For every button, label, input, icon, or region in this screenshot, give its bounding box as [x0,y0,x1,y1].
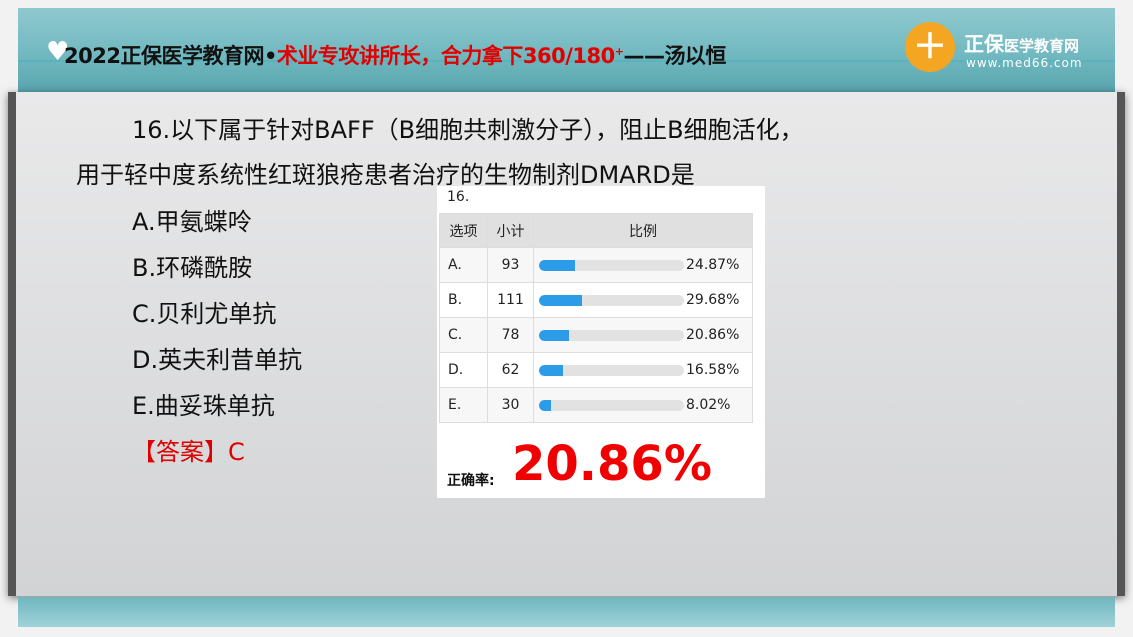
question-line-2: 用于轻中度系统性红斑狼疮患者治疗的生物制剂DMARD是 [76,161,695,189]
ratio-bar [539,329,684,341]
brand-main: 正保 [964,32,1004,56]
title-highlight: 术业专攻讲所长，合力拿下360/180 [276,44,615,68]
ratio-bar [539,364,684,376]
row-percent: 8.02% [686,397,731,413]
ratio-bar-fill [539,259,576,271]
row-ratio: 24.87% [533,247,753,283]
ratio-bar-fill [539,364,564,376]
ratio-bar [539,259,684,271]
ratio-bar [539,399,684,411]
stats-table: 选项 小计 比例 A. 93 24.87% B. 111 29.68% C. 78 20.86% D.… [439,213,753,423]
question-line-1: 16.以下属于针对BAFF（B细胞共刺激分子），阻止B细胞活化， [132,116,804,144]
row-count: 30 [487,387,534,423]
table-row: D. 62 16.58% [439,352,753,388]
header-count: 小计 [487,213,534,248]
header-option: 选项 [439,213,488,248]
brand-name: 正保医学教育网 [964,28,1079,57]
title-sup: + [614,45,624,58]
row-option: C. [439,317,488,353]
stats-question-number: 16. [447,189,470,205]
option-d: D.英夫利昔单抗 [132,346,303,374]
row-ratio: 29.68% [533,282,753,318]
option-a: A.甲氨蝶呤 [132,208,252,236]
stats-card: 16. 选项 小计 比例 A. 93 24.87% B. 111 29.68% C. 78 20.8… [437,186,765,498]
row-option: E. [439,387,488,423]
row-option: B. [439,282,488,318]
option-e: E.曲妥珠单抗 [132,392,275,420]
ratio-bar [539,294,684,306]
row-count: 93 [487,247,534,283]
row-count: 62 [487,352,534,388]
banner-title: 2022正保医学教育网•术业专攻讲所长，合力拿下360/180+——汤以恒 [64,40,726,70]
rate-label: 正确率: [447,473,495,489]
row-percent: 29.68% [686,292,740,308]
ratio-bar-fill [539,329,570,341]
table-row: B. 111 29.68% [439,282,753,318]
row-percent: 24.87% [686,257,740,273]
brand-sub: 医学教育网 [1004,37,1080,55]
logo-icon: ＋ [905,22,955,72]
row-percent: 16.58% [686,362,740,378]
title-part: 2022正保医学教育网• [64,44,277,68]
row-option: D. [439,352,488,388]
row-option: A. [439,247,488,283]
row-percent: 20.86% [686,327,740,343]
correct-rate: 20.86% [512,436,712,492]
title-author: ——汤以恒 [623,44,726,68]
answer: 【答案】C [132,438,245,466]
ratio-bar-fill [539,399,551,411]
ratio-bar-fill [539,294,583,306]
option-c: C.贝利尤单抗 [132,300,277,328]
table-row: A. 93 24.87% [439,247,753,283]
row-count: 111 [487,282,534,318]
table-row: E. 30 8.02% [439,387,753,423]
row-count: 78 [487,317,534,353]
header-ratio: 比例 [533,213,753,248]
heart-plus-icon: ♥ [46,37,70,67]
row-ratio: 16.58% [533,352,753,388]
option-b: B.环磷酰胺 [132,254,253,282]
table-row: C. 78 20.86% [439,317,753,353]
row-ratio: 8.02% [533,387,753,423]
brand-url: www.med66.com [966,56,1083,70]
row-ratio: 20.86% [533,317,753,353]
footer-strip [18,597,1115,627]
